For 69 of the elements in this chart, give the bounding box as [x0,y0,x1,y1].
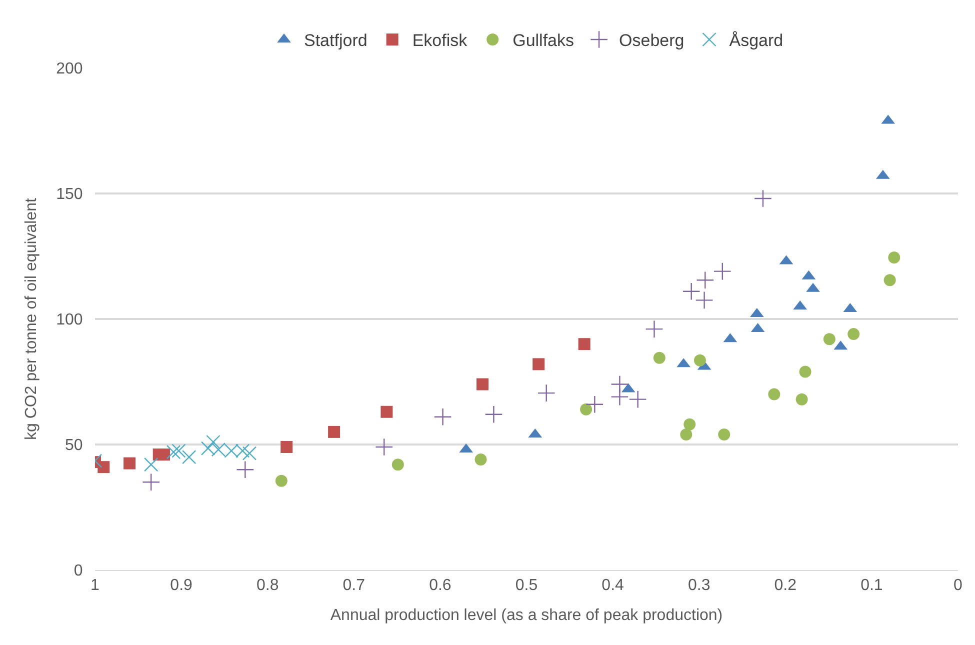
point [158,448,170,461]
x-tick-label: 0 [954,577,963,594]
y-tick-label: 150 [56,186,83,204]
legend-label: Statfjord [304,31,368,50]
y-tick-label: 50 [65,437,83,454]
legend-label: Åsgard [729,31,784,50]
point [98,461,110,474]
x-tick-label: 0.9 [170,577,193,594]
point [280,441,293,454]
point [586,395,604,414]
point [695,291,714,310]
point [206,434,220,450]
y-tick-label: 200 [56,60,83,78]
point [799,366,812,378]
point [182,450,196,464]
point [142,473,160,492]
point [696,271,714,290]
point [628,390,647,408]
point [144,457,158,472]
point [580,403,592,416]
point [682,282,700,300]
x-tick-label: 0.8 [256,577,279,594]
point [532,358,545,370]
point [610,388,629,406]
point [823,333,836,346]
point [236,460,254,479]
point [124,457,136,470]
point [680,428,692,440]
point [275,474,288,487]
point [474,454,487,466]
point [848,328,860,340]
x-tick-label: 0.3 [688,577,710,594]
x-tick-label: 0.6 [429,577,452,594]
point [645,320,664,338]
point [768,388,780,400]
x-tick-label: 0.7 [342,577,366,594]
legend-label: Ekofisk [412,31,468,50]
x-tick-label: 0.4 [602,577,624,594]
point [713,262,732,280]
point [578,338,590,350]
y-tick-label: 100 [56,312,83,329]
x-tick-label: 0.2 [774,577,797,594]
point [796,393,808,406]
point [888,252,900,264]
legend-label: Gullfaks [512,31,574,50]
point [375,438,394,456]
point [653,352,666,364]
point [684,418,696,430]
point [166,444,181,460]
x-tick-label: 0.5 [515,577,538,594]
point [754,190,772,208]
y-tick-label: 0 [74,562,83,580]
x-tick-label: 1 [90,577,100,594]
point [242,446,257,460]
point [718,428,730,440]
point [484,405,503,424]
y-axis-title: kg CO2 per tonne of oil equivalent [22,197,40,440]
point [537,384,556,402]
x-tick-label: 0.1 [860,577,883,594]
point [380,406,393,418]
legend-label: Oseberg [619,31,684,50]
point [694,354,706,366]
point [476,378,488,390]
point [434,408,452,426]
point [328,426,340,438]
x-axis-title: Annual production level (as a share of peak production) [330,606,723,624]
point [884,274,896,286]
point [172,444,186,458]
point [392,458,404,471]
